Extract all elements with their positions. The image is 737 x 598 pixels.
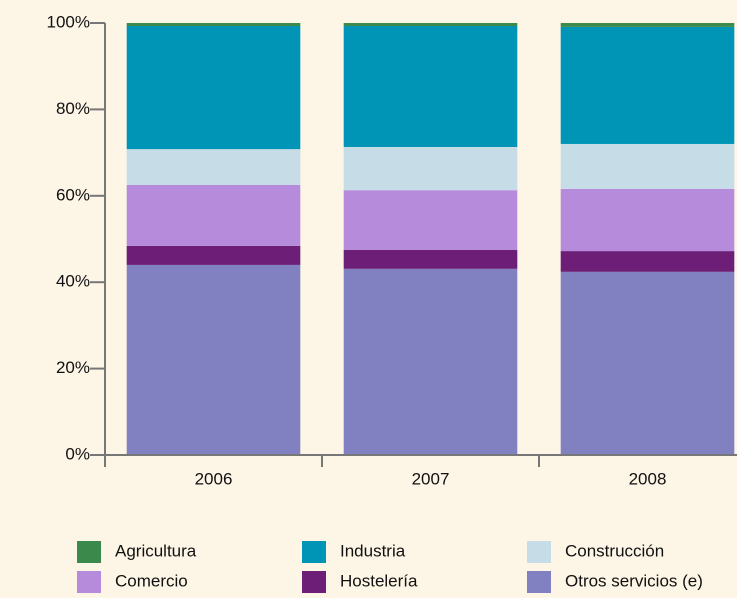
bar-segment bbox=[126, 149, 301, 185]
legend-label: Comercio bbox=[115, 571, 188, 590]
x-tick-label: 2006 bbox=[195, 469, 233, 488]
bar-segment bbox=[126, 23, 301, 27]
y-tick-label: 100% bbox=[47, 12, 90, 31]
legend-label: Agricultura bbox=[115, 541, 197, 560]
legend-swatch bbox=[77, 571, 101, 593]
bar-segment bbox=[126, 26, 301, 150]
bar-segment bbox=[343, 146, 518, 191]
bar-segment bbox=[560, 26, 735, 144]
legend-label: Industria bbox=[340, 541, 406, 560]
legend-swatch bbox=[302, 571, 326, 593]
x-tick-label: 2008 bbox=[629, 469, 667, 488]
legend-label: Hostelería bbox=[340, 571, 418, 590]
bar-segment bbox=[126, 185, 301, 246]
bar-segment bbox=[126, 245, 301, 265]
legend-swatch bbox=[302, 541, 326, 563]
legend-label: Construcción bbox=[565, 541, 664, 560]
bar-segment bbox=[343, 190, 518, 250]
y-tick-label: 0% bbox=[65, 444, 90, 463]
bar-segment bbox=[560, 143, 735, 189]
bar-segment bbox=[343, 249, 518, 269]
x-tick-label: 2007 bbox=[412, 469, 450, 488]
y-tick-label: 20% bbox=[56, 358, 90, 377]
bar-segment bbox=[560, 188, 735, 252]
y-tick-label: 60% bbox=[56, 185, 90, 204]
legend-swatch bbox=[527, 571, 551, 593]
bar-segment bbox=[560, 23, 735, 27]
bar-segment bbox=[560, 251, 735, 272]
y-tick-label: 40% bbox=[56, 272, 90, 291]
y-tick-label: 80% bbox=[56, 99, 90, 118]
legend-swatch bbox=[77, 541, 101, 563]
bar-segment bbox=[343, 26, 518, 147]
bar-segment bbox=[343, 23, 518, 27]
bar-segment bbox=[126, 264, 301, 455]
legend-label: Otros servicios (e) bbox=[565, 571, 703, 590]
bar-segment bbox=[560, 271, 735, 455]
legend-swatch bbox=[527, 541, 551, 563]
bar-segment bbox=[343, 268, 518, 455]
